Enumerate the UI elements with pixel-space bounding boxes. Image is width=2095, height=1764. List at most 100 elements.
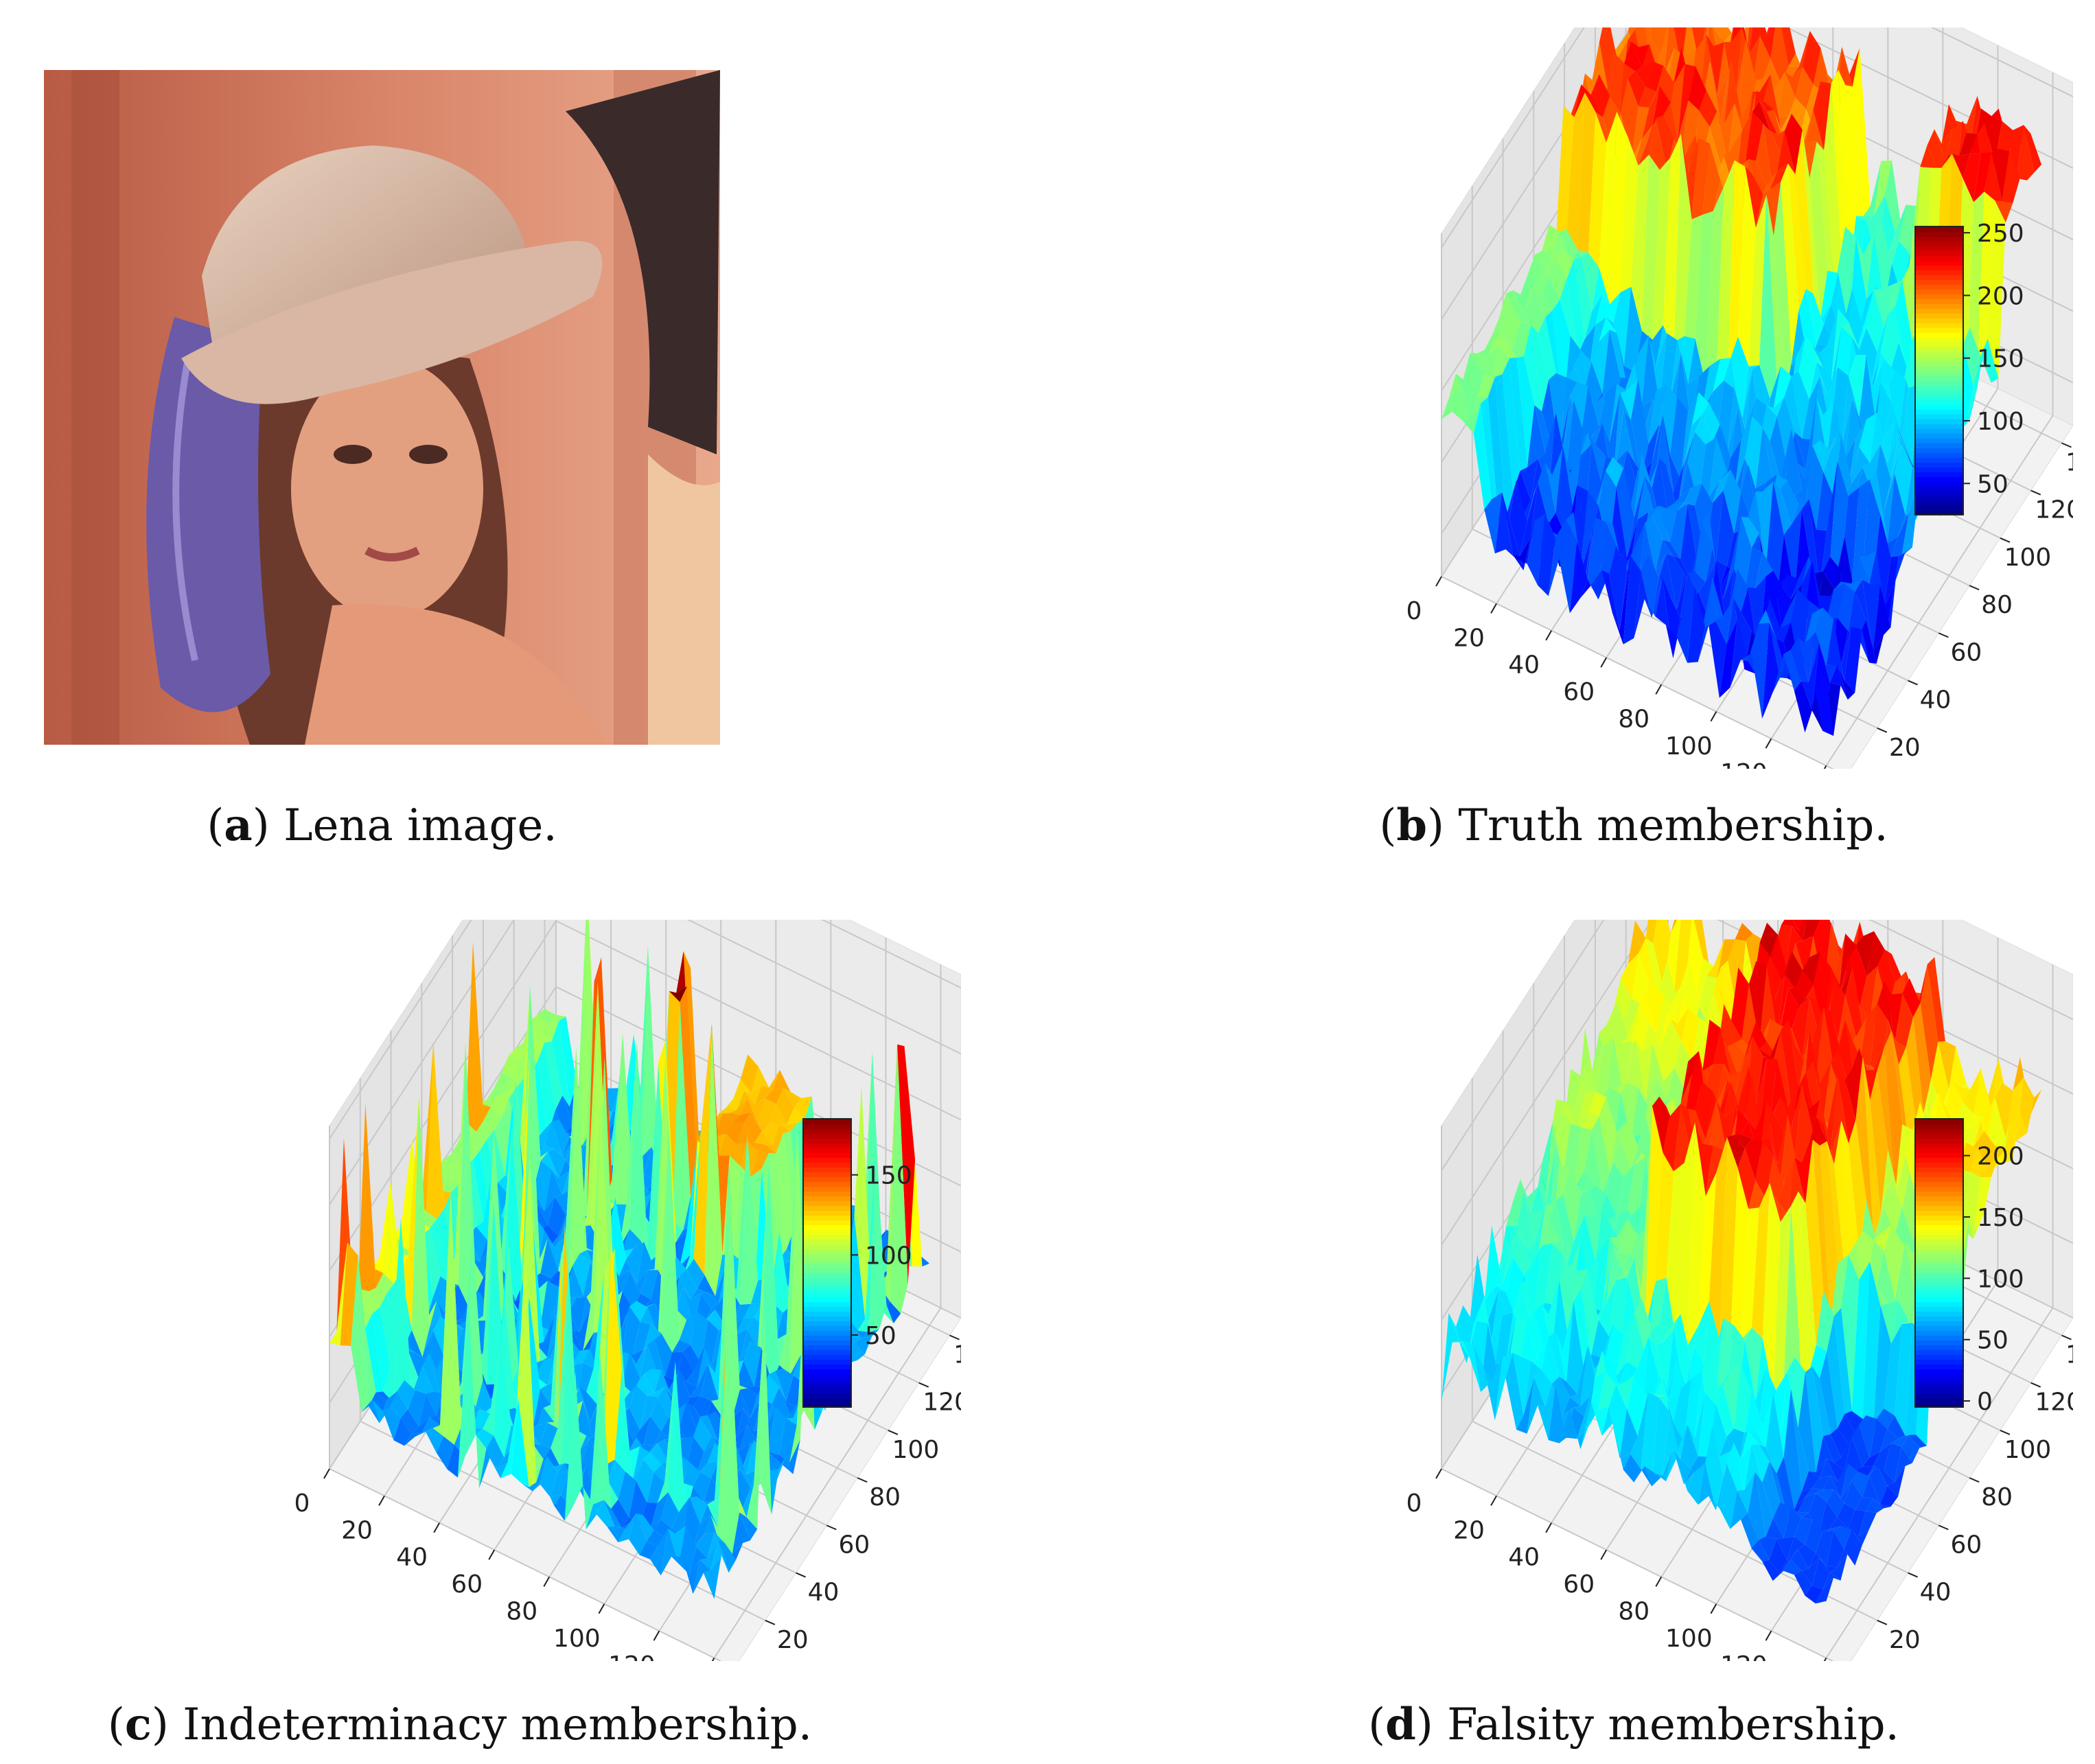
x-tick-label: 120: [1720, 759, 1768, 769]
y-tick-label: 40: [1920, 686, 1952, 715]
y-tick-label: 60: [1950, 638, 1982, 666]
y-tick-label: 140: [2065, 449, 2073, 477]
y-tick-label: 40: [1920, 1579, 1952, 1607]
x-tick: [323, 1468, 330, 1479]
y-tick-label: 80: [1981, 591, 2013, 619]
y-tick-label: 100: [892, 1436, 940, 1464]
x-tick-label: 0: [1407, 597, 1422, 625]
colorbar-tick-label: 150: [1977, 1204, 2024, 1232]
face: [291, 358, 483, 619]
y-tick: [2061, 442, 2072, 448]
x-tick: [543, 1576, 551, 1587]
x-tick-label: 80: [1618, 705, 1650, 733]
y-tick-label: 60: [1950, 1531, 1982, 1559]
x-tick-label: 20: [1453, 624, 1485, 652]
right-eye: [409, 445, 448, 464]
y-tick: [1877, 1619, 1888, 1625]
y-tick-label: 120: [923, 1389, 961, 1417]
colorbar-tick-label: 50: [1977, 470, 2009, 498]
y-tick: [796, 1572, 806, 1578]
y-tick: [2030, 489, 2041, 496]
x-tick: [1600, 657, 1608, 668]
y-tick: [1969, 1477, 1980, 1483]
y-tick: [2000, 1430, 2011, 1435]
y-tick: [1877, 727, 1888, 733]
x-tick: [1765, 1630, 1772, 1641]
x-tick: [1765, 738, 1772, 749]
y-tick: [1908, 1572, 1918, 1578]
x-tick-label: 20: [341, 1516, 373, 1544]
x-tick-label: 60: [451, 1570, 483, 1599]
x-tick-label: 80: [1618, 1597, 1650, 1625]
y-tick: [1908, 680, 1918, 686]
colorbar-tick-label: 250: [1977, 220, 2024, 248]
dark-mirror-frame: [566, 70, 720, 454]
colorbar: 50 100 150: [802, 1118, 912, 1408]
x-tick: [1490, 1495, 1497, 1506]
x-tick: [1823, 1658, 1827, 1661]
y-tick: [949, 1334, 960, 1341]
x-tick-label: 40: [1508, 651, 1540, 680]
y-tick-label: 20: [1889, 1626, 1921, 1654]
y-tick: [888, 1430, 899, 1435]
x-tick: [1710, 711, 1717, 722]
x-tick-label: 40: [1508, 1544, 1540, 1572]
x-tick: [1435, 576, 1442, 587]
surface: [329, 920, 929, 1599]
x-tick-label: 100: [1665, 732, 1713, 761]
falsity-membership-plot: 0204060801001201400204060801001201400501…: [1407, 920, 2073, 1661]
y-tick-label: 80: [869, 1483, 901, 1511]
x-tick: [653, 1630, 660, 1641]
x-tick: [1655, 1576, 1663, 1587]
y-tick-label: 20: [1889, 734, 1921, 762]
lena-illustration: [44, 70, 720, 745]
y-tick-label: 100: [2004, 1436, 2052, 1464]
y-tick: [918, 1382, 929, 1388]
y-tick-label: 120: [2035, 1389, 2073, 1417]
x-tick: [711, 1658, 715, 1661]
colorbar-tick-label: 100: [1977, 408, 2024, 436]
colorbar-tick-label: 50: [865, 1322, 896, 1350]
colorbar-tick-label: 150: [865, 1162, 912, 1190]
x-tick: [1490, 603, 1497, 614]
x-tick-label: 120: [608, 1651, 656, 1661]
lena-image: [44, 70, 720, 745]
y-tick-label: 40: [808, 1579, 840, 1607]
x-tick: [1600, 1549, 1608, 1560]
x-tick-label: 0: [294, 1489, 310, 1518]
colorbar-tick-label: 100: [1977, 1265, 2024, 1293]
colorbar-tick-label: 50: [1977, 1327, 2009, 1355]
x-tick-label: 20: [1453, 1516, 1485, 1544]
caption-a: (a) Lena image.: [207, 800, 557, 851]
truth-membership-plot: 0204060801001201400204060801001201405010…: [1407, 27, 2073, 769]
x-tick: [1435, 1468, 1442, 1479]
x-tick: [488, 1549, 496, 1560]
colorbar-tick-label: 150: [1977, 345, 2024, 373]
reflection-hat: [648, 454, 720, 745]
y-tick-label: 60: [838, 1531, 870, 1559]
y-tick-label: 100: [2004, 544, 2052, 572]
x-tick: [598, 1603, 605, 1614]
x-tick: [1823, 765, 1827, 769]
surface: [1442, 920, 2041, 1604]
x-tick-label: 120: [1720, 1651, 1768, 1661]
y-tick: [765, 1619, 776, 1625]
x-tick: [378, 1495, 385, 1506]
y-tick-label: 120: [2035, 496, 2073, 524]
y-tick: [1938, 632, 1949, 638]
left-eye: [334, 445, 372, 464]
hat-brim: [181, 241, 603, 404]
colorbar-tick-label: 0: [1977, 1388, 1993, 1416]
y-tick-label: 140: [2065, 1341, 2073, 1369]
x-tick-label: 0: [1407, 1489, 1422, 1518]
y-tick: [826, 1524, 837, 1531]
colorbar-tick-label: 200: [1977, 282, 2024, 310]
y-tick: [2030, 1382, 2041, 1388]
colorbar-tick-label: 200: [1977, 1143, 2024, 1171]
colorbar: 50 100 150 200 250: [1914, 220, 2024, 515]
colorbar-tick-label: 100: [865, 1242, 912, 1270]
x-tick-label: 100: [553, 1625, 601, 1653]
x-tick-label: 40: [396, 1544, 428, 1572]
lips: [364, 546, 420, 561]
